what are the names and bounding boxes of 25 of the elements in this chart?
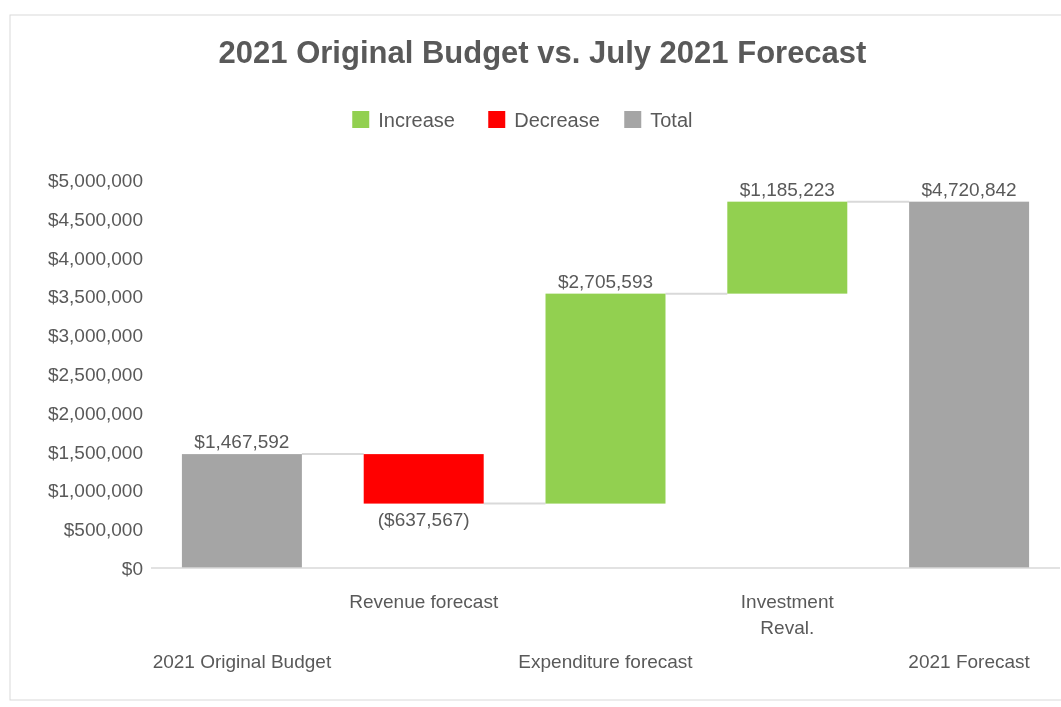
x-tick-label: 2021 Forecast (908, 651, 1031, 672)
x-tick-label: 2021 Original Budget (152, 651, 332, 672)
legend-label: Total (650, 109, 693, 131)
y-tick-label: $0 (121, 558, 143, 579)
legend-label: Increase (378, 109, 455, 131)
legend-label: Decrease (514, 109, 600, 131)
data-label: $1,467,592 (194, 431, 290, 453)
y-tick-label: $2,500,000 (47, 364, 143, 385)
x-tick-label: Expenditure forecast (518, 651, 694, 672)
y-tick-label: $500,000 (63, 519, 143, 541)
x-tick-label: Investment Reval. (740, 591, 835, 638)
data-label: $2,705,593 (557, 270, 654, 292)
y-tick-label: $5,000,000 (47, 170, 143, 191)
data-label: $1,185,223 (739, 178, 835, 200)
chart-title: 2021 Original Budget vs. July 2021 Forecast (218, 35, 867, 70)
y-tick-label: $4,500,000 (47, 208, 143, 230)
y-tick-label: $3,000,000 (47, 325, 143, 347)
data-label: ($637,567) (377, 508, 470, 530)
y-tick-label: $1,500,000 (47, 441, 143, 463)
x-tick-label: Revenue forecast (349, 591, 499, 612)
y-tick-label: $4,000,000 (47, 247, 143, 269)
y-tick-label: $1,000,000 (47, 480, 143, 502)
data-label: $4,720,842 (921, 178, 1017, 200)
y-tick-label: $3,500,000 (47, 286, 143, 308)
y-tick-label: $2,000,000 (47, 402, 143, 424)
